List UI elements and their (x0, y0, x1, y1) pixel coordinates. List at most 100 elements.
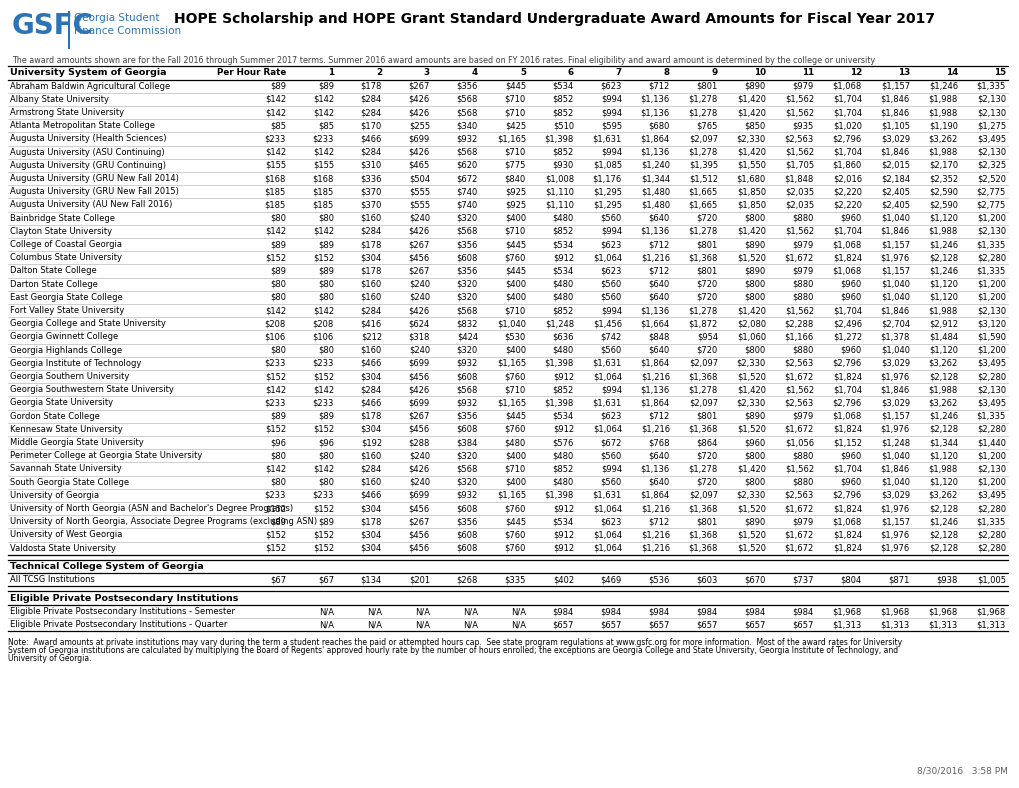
Text: $1,976: $1,976 (879, 425, 909, 434)
Text: $456: $456 (409, 372, 430, 381)
Text: $1,968: $1,968 (832, 607, 861, 616)
Text: $426: $426 (409, 227, 430, 236)
Text: $2,130: $2,130 (976, 147, 1005, 157)
Text: $1,110: $1,110 (544, 200, 574, 210)
Text: $568: $568 (457, 464, 478, 474)
Text: $1,068: $1,068 (832, 266, 861, 275)
Text: $1,246: $1,246 (928, 266, 957, 275)
Text: $994: $994 (600, 95, 622, 104)
Text: $192: $192 (361, 438, 382, 447)
Text: $85: $85 (270, 121, 285, 130)
Text: $80: $80 (318, 478, 333, 487)
Text: 14: 14 (945, 69, 957, 77)
Text: $1,335: $1,335 (976, 82, 1005, 91)
Text: $233: $233 (264, 399, 285, 407)
Text: $568: $568 (457, 306, 478, 315)
Text: $608: $608 (457, 253, 478, 262)
Text: $1,398: $1,398 (544, 359, 574, 368)
Text: 8/30/2016   3:58 PM: 8/30/2016 3:58 PM (916, 767, 1007, 776)
Text: Augusta University (GRU New Fall 2015): Augusta University (GRU New Fall 2015) (10, 188, 178, 196)
Text: Eligible Private Postsecondary Institutions: Eligible Private Postsecondary Instituti… (10, 593, 238, 603)
Text: $2,128: $2,128 (928, 504, 957, 513)
Text: $1,398: $1,398 (544, 399, 574, 407)
Text: $1,068: $1,068 (832, 517, 861, 526)
Text: $445: $445 (504, 411, 526, 421)
Text: $1,420: $1,420 (737, 227, 765, 236)
Text: $1,976: $1,976 (879, 253, 909, 262)
Text: $2,035: $2,035 (784, 200, 813, 210)
Text: $80: $80 (318, 346, 333, 355)
Text: $3,029: $3,029 (880, 399, 909, 407)
Text: System of Georgia institutions are calculated by multiplying the Board of Regent: System of Georgia institutions are calcu… (8, 646, 898, 656)
Text: $510: $510 (552, 121, 574, 130)
Text: $1,988: $1,988 (928, 95, 957, 104)
Text: $890: $890 (744, 266, 765, 275)
Text: $710: $710 (504, 108, 526, 117)
Text: $89: $89 (318, 240, 333, 249)
Text: $832: $832 (457, 319, 478, 328)
Text: $2,796: $2,796 (832, 359, 861, 368)
Text: $445: $445 (504, 266, 526, 275)
Text: $608: $608 (457, 530, 478, 540)
Text: $534: $534 (552, 266, 574, 275)
Text: $710: $710 (504, 147, 526, 157)
Text: N/A: N/A (463, 620, 478, 629)
Text: $1,064: $1,064 (592, 504, 622, 513)
Text: $560: $560 (600, 452, 622, 460)
Text: $880: $880 (792, 452, 813, 460)
Text: $1,246: $1,246 (928, 517, 957, 526)
Text: East Georgia State College: East Georgia State College (10, 293, 122, 302)
Text: $1,672: $1,672 (784, 425, 813, 434)
Text: N/A: N/A (415, 607, 430, 616)
Text: $80: $80 (318, 214, 333, 222)
Text: $1,278: $1,278 (688, 147, 717, 157)
Text: $710: $710 (504, 306, 526, 315)
Text: $890: $890 (744, 411, 765, 421)
Text: $304: $304 (361, 504, 382, 513)
Text: $142: $142 (265, 147, 285, 157)
Text: $1,456: $1,456 (592, 319, 622, 328)
Text: $1,480: $1,480 (640, 188, 669, 196)
Text: $560: $560 (600, 346, 622, 355)
Text: $932: $932 (457, 135, 478, 143)
Text: $3,029: $3,029 (880, 491, 909, 500)
Text: $864: $864 (696, 438, 717, 447)
Text: $152: $152 (313, 544, 333, 552)
Text: $912: $912 (552, 425, 574, 434)
Text: $426: $426 (409, 385, 430, 394)
Text: $2,280: $2,280 (976, 425, 1005, 434)
Text: $142: $142 (313, 108, 333, 117)
Text: $712: $712 (648, 266, 669, 275)
Text: $984: $984 (696, 607, 717, 616)
Text: $1,272: $1,272 (833, 333, 861, 341)
Text: $2,097: $2,097 (688, 399, 717, 407)
Text: $160: $160 (361, 478, 382, 487)
Text: $1,368: $1,368 (688, 425, 717, 434)
Text: $979: $979 (792, 266, 813, 275)
Text: $142: $142 (265, 385, 285, 394)
Text: $1,157: $1,157 (880, 266, 909, 275)
Text: $2,128: $2,128 (928, 530, 957, 540)
Text: $3,495: $3,495 (976, 135, 1005, 143)
Text: $1,846: $1,846 (879, 227, 909, 236)
Text: $3,262: $3,262 (928, 399, 957, 407)
Text: $994: $994 (600, 227, 622, 236)
Text: $534: $534 (552, 240, 574, 249)
Text: Georgia Gwinnett College: Georgia Gwinnett College (10, 333, 118, 341)
Text: $2,590: $2,590 (928, 188, 957, 196)
Text: $1,176: $1,176 (592, 174, 622, 183)
Text: $1,368: $1,368 (688, 530, 717, 540)
Text: $480: $480 (552, 452, 574, 460)
Text: $1,200: $1,200 (976, 214, 1005, 222)
Text: $1,704: $1,704 (833, 95, 861, 104)
Text: $979: $979 (792, 240, 813, 249)
Text: Armstrong State University: Armstrong State University (10, 108, 124, 117)
Text: $1,120: $1,120 (928, 478, 957, 487)
Text: $1,968: $1,968 (928, 607, 957, 616)
Text: $466: $466 (361, 491, 382, 500)
Text: University of Georgia: University of Georgia (10, 491, 99, 500)
Text: $284: $284 (361, 464, 382, 474)
Text: $1,068: $1,068 (832, 240, 861, 249)
Text: $1,988: $1,988 (928, 147, 957, 157)
Text: $178: $178 (361, 517, 382, 526)
